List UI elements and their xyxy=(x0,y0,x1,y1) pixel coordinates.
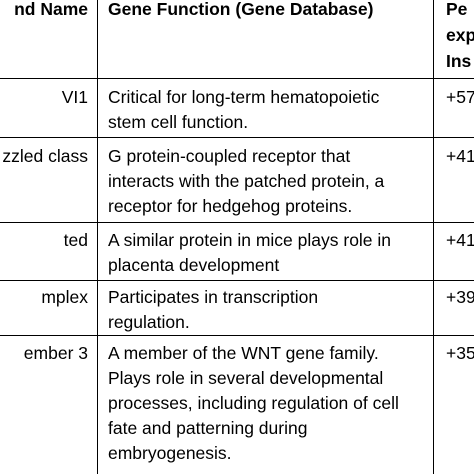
row-2-function-line-3: receptor for hedgehog proteins. xyxy=(108,196,353,216)
row-1-function-line-2: stem cell function. xyxy=(108,112,249,132)
row-4-value: +39 xyxy=(446,287,474,307)
header-percent-line-2: exp xyxy=(446,25,474,45)
row-5-name: ember 3 xyxy=(23,343,88,363)
row-divider xyxy=(0,222,474,223)
header-percent-line-3: Ins xyxy=(446,51,472,71)
row-3-function-line-2: placenta development xyxy=(108,255,280,275)
row-3-value: +41 xyxy=(446,230,474,250)
row-5-function-line-2: Plays role in several developmental xyxy=(108,368,384,388)
header-gene-function: Gene Function (Gene Database) xyxy=(108,0,374,19)
row-divider xyxy=(0,335,474,336)
row-5-function-line-4: fate and patterning during xyxy=(108,418,308,438)
column-divider xyxy=(97,0,98,474)
header-percent-line-1: Pe xyxy=(446,0,468,19)
row-5-value: +35 xyxy=(446,343,474,363)
row-4-name: mplex xyxy=(41,287,88,307)
row-divider xyxy=(0,78,474,79)
row-2-value: +41 xyxy=(446,146,474,166)
row-1-function-line-1: Critical for long-term hematopoietic xyxy=(108,87,380,107)
row-divider xyxy=(0,137,474,138)
row-1-value: +57 xyxy=(446,87,474,107)
row-1-name: VI1 xyxy=(61,87,88,107)
column-divider xyxy=(433,0,434,474)
row-divider xyxy=(0,280,474,281)
row-5-function-line-1: A member of the WNT gene family. xyxy=(108,343,379,363)
row-2-name: zzled class xyxy=(2,146,88,166)
row-2-function-line-2: interacts with the patched protein, a xyxy=(108,171,385,191)
row-5-function-line-5: embryogenesis. xyxy=(108,443,232,463)
row-4-function-line-2: regulation. xyxy=(108,312,190,332)
header-name: nd Name xyxy=(14,0,88,19)
row-3-name: ted xyxy=(63,230,88,250)
row-4-function-line-1: Participates in transcription xyxy=(108,287,319,307)
row-5-function-line-3: processes, including regulation of cell xyxy=(108,393,399,413)
row-3-function-line-1: A similar protein in mice plays role in xyxy=(108,230,392,250)
row-2-function-line-1: G protein-coupled receptor that xyxy=(108,146,351,166)
